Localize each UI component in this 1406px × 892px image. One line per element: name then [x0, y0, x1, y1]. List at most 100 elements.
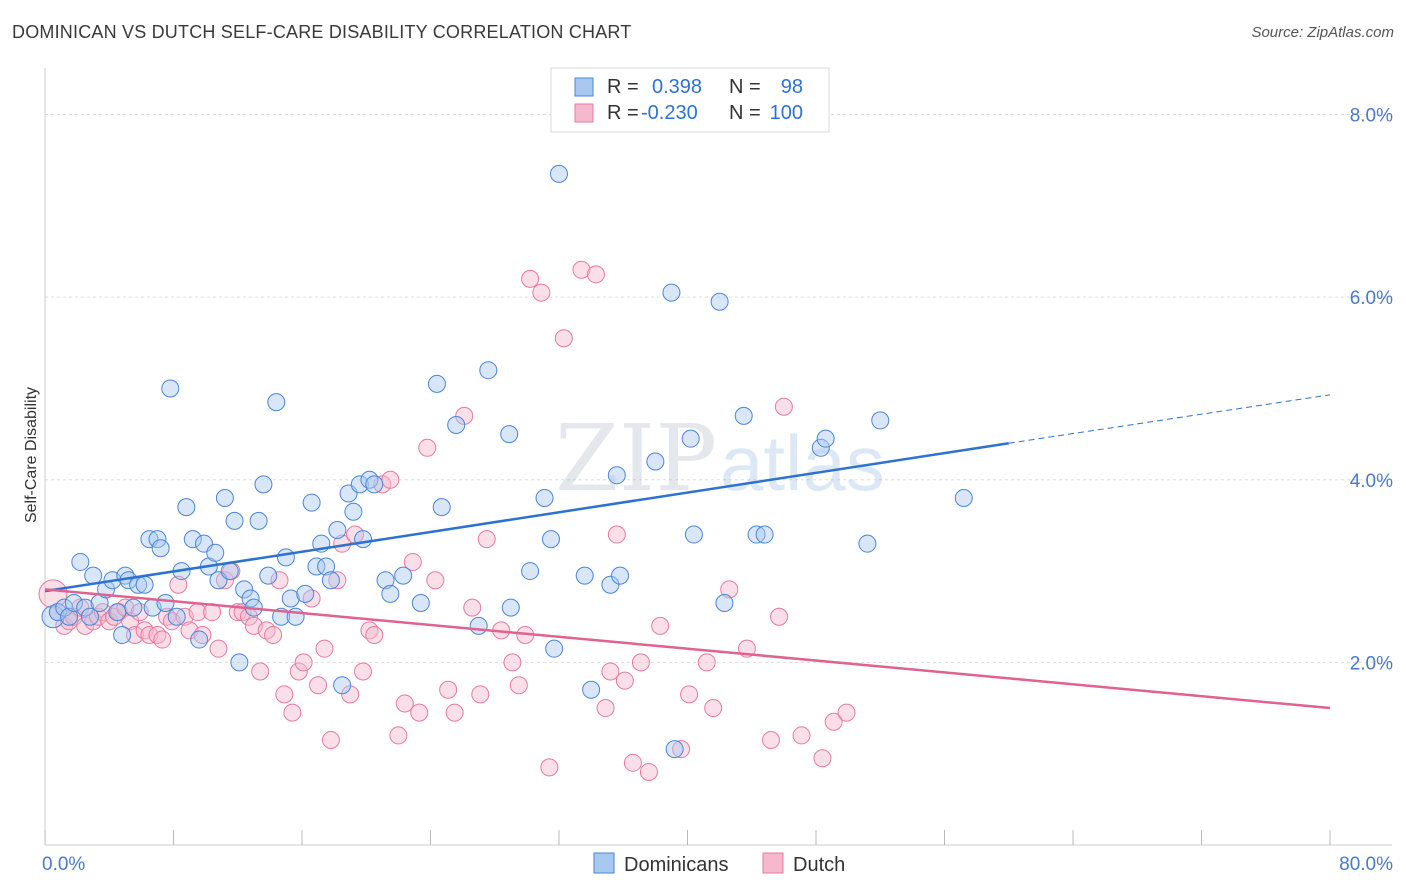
dominican-point: [394, 566, 413, 585]
dominican-point: [582, 680, 601, 699]
dutch-point: [697, 653, 716, 672]
dominican-point: [254, 475, 273, 494]
dominican-point: [734, 406, 753, 425]
dominican-point: [259, 566, 278, 585]
dutch-point: [631, 653, 650, 672]
dominican-point: [249, 511, 268, 530]
dutch-point: [302, 589, 321, 608]
dominican-point: [60, 607, 79, 626]
dominican-point: [715, 594, 734, 613]
dutch-point: [672, 740, 691, 759]
dutch-point: [321, 730, 340, 749]
legend-n-value-blue: 98: [781, 76, 803, 98]
dominican-point: [541, 530, 560, 549]
dutch-point: [439, 680, 458, 699]
dominican-point: [535, 489, 554, 508]
dutch-point: [121, 612, 140, 631]
dominican-point: [871, 411, 890, 430]
dominican-point: [575, 566, 594, 585]
dutch-point: [623, 753, 642, 772]
legend-n-value-pink: 100: [770, 102, 803, 124]
watermark-atlas: atlas: [720, 419, 885, 507]
dutch-point: [294, 653, 313, 672]
dominican-point: [500, 425, 519, 444]
dutch-point: [315, 639, 334, 658]
y-tick-label-0: 2.0%: [1350, 653, 1393, 674]
dominican-point: [124, 598, 143, 617]
dutch-point: [680, 685, 699, 704]
dutch-point: [426, 571, 445, 590]
dutch-point: [328, 571, 347, 590]
dutch-point: [381, 470, 400, 489]
dutch-point: [554, 329, 573, 348]
dominican-point: [220, 562, 239, 581]
dutch-point: [837, 703, 856, 722]
dutch-point: [521, 269, 540, 288]
dominican-point: [230, 653, 249, 672]
dutch-point: [445, 703, 464, 722]
dutch-point: [651, 616, 670, 635]
dutch-point: [365, 625, 384, 644]
dominican-point: [501, 598, 520, 617]
chart-title: DOMINICAN VS DUTCH SELF-CARE DISABILITY …: [12, 22, 632, 42]
dominican-point: [333, 676, 352, 695]
dominican-point: [276, 548, 295, 567]
dutch-point: [215, 571, 234, 590]
legend-top: R = 0.398 N = 98 R = -0.230 N = 100: [550, 67, 830, 133]
dominican-point: [601, 575, 620, 594]
dominican-point: [55, 598, 74, 617]
dominican-point: [281, 589, 300, 608]
dominican-point: [681, 429, 700, 448]
chart-source: Source: ZipAtlas.com: [1251, 24, 1394, 41]
dutch-point: [251, 662, 270, 681]
dutch-point: [153, 630, 172, 649]
dutch-point: [463, 598, 482, 617]
dutch-point: [389, 726, 408, 745]
dominican-point: [161, 379, 180, 398]
dominican-point: [816, 429, 835, 448]
dominican-point: [76, 598, 95, 617]
dutch-point: [289, 662, 308, 681]
trend-lines: [44, 394, 1331, 710]
dutch-point: [418, 438, 437, 457]
dutch-point: [532, 283, 551, 302]
dominican-point: [954, 489, 973, 508]
legend-r-label-pink: R =: [607, 102, 639, 124]
dutch-point: [471, 685, 490, 704]
dominican-point: [665, 740, 684, 759]
dutch-point: [720, 580, 739, 599]
dutch-point: [770, 607, 789, 626]
dutch-point: [309, 676, 328, 695]
dutch-point: [403, 552, 422, 571]
dutch-point: [264, 625, 283, 644]
dutch-point: [395, 694, 414, 713]
x-tick-label-1: 80.0%: [1339, 854, 1393, 875]
y-tick-label-3: 8.0%: [1350, 106, 1393, 127]
dominican-point: [662, 283, 681, 302]
dominican-point: [479, 361, 498, 380]
dominican-point: [267, 393, 286, 412]
legend-bottom: Dominicans Dutch: [593, 852, 845, 876]
dominican-point: [432, 498, 451, 517]
dominican-point: [190, 630, 209, 649]
dominican-point: [381, 584, 400, 603]
dutch-point: [572, 260, 591, 279]
legend-label-dutch: Dutch: [793, 854, 845, 876]
dominican-point: [858, 534, 877, 553]
dominican-point: [135, 575, 154, 594]
dominican-point: [350, 475, 369, 494]
dominican-point: [151, 539, 170, 558]
dominican-point: [550, 164, 568, 183]
dominican-point: [235, 580, 254, 599]
grid-lines: [45, 114, 1392, 663]
dutch-point: [774, 397, 793, 416]
dominican-point: [183, 530, 202, 549]
y-tick-label-2: 6.0%: [1350, 288, 1393, 309]
watermark: ZIP atlas: [555, 405, 885, 512]
dutch-point: [762, 730, 781, 749]
y-axis-label: Self-Care Disability: [23, 387, 40, 523]
dutch-point: [509, 676, 528, 695]
dominican-point: [427, 374, 446, 393]
legend-swatch-blue: [574, 77, 594, 97]
dutch-point: [639, 762, 658, 781]
